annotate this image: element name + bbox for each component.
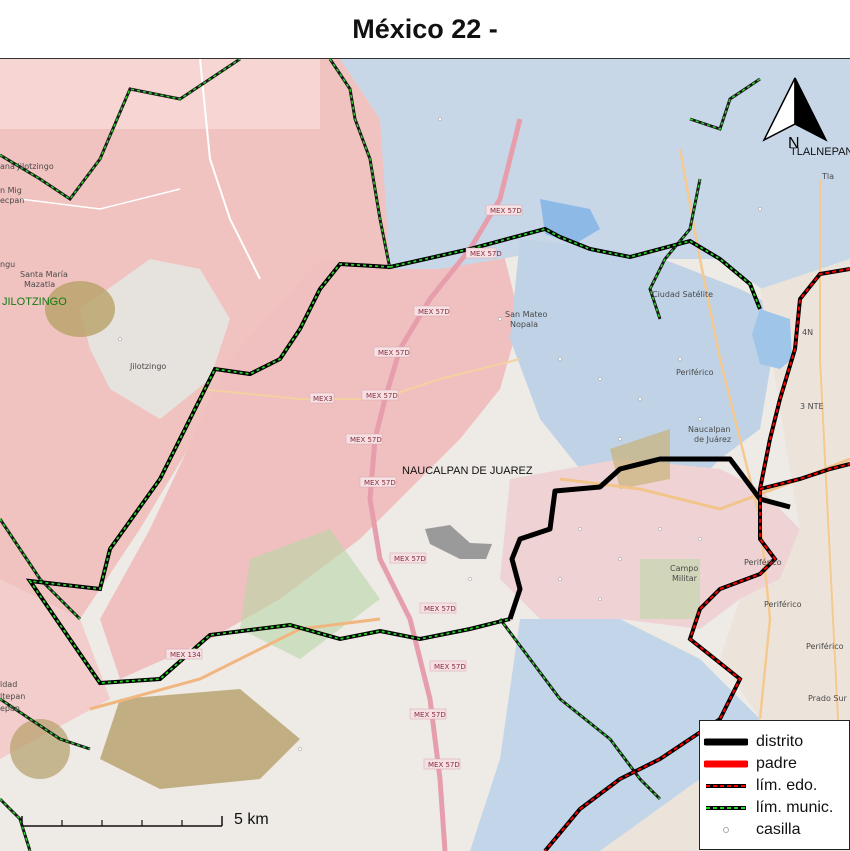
road-label: MEX 57D [366, 392, 398, 400]
pink-region-central [100, 239, 520, 679]
place-label: Periférico [806, 641, 844, 651]
place-label: Periférico [744, 557, 782, 567]
cdmx-region [600, 259, 850, 851]
casilla-markers [118, 117, 762, 751]
municipality-label-jilotzingo: JILOTZINGO [2, 296, 67, 308]
legend-swatch-padre [704, 760, 748, 768]
road-northwest [199, 59, 261, 280]
place-label: ecpan [0, 196, 24, 205]
road-label: MEX 57D [414, 711, 446, 719]
legend-label: padre [756, 755, 797, 772]
map-canvas[interactable]: ana Jilotzingo n Mig ecpan ngu Santa Mar… [0, 58, 850, 851]
scale-bar: 5 km [20, 808, 310, 838]
place-label: Mazatla [24, 280, 55, 289]
place-label: de Juárez [694, 435, 731, 444]
place-label: 4N [802, 328, 813, 337]
map-title: México 22 - [352, 13, 498, 44]
place-label: Periférico [764, 599, 802, 609]
road-label: MEX 57D [378, 349, 410, 357]
campo-militar-park [640, 559, 700, 619]
pink-region-southwest [0, 579, 110, 759]
state-boundary-branch-dash [759, 463, 850, 490]
forest-area-south [100, 689, 300, 789]
north-label: N [788, 135, 800, 152]
lake [752, 309, 792, 369]
legend-label: lím. munic. [756, 799, 834, 816]
road-label: MEX 57D [434, 663, 466, 671]
legend-item-padre: padre [700, 754, 850, 776]
place-label: Tla [821, 172, 834, 181]
gray-region-jilotzingo [80, 259, 230, 419]
road-mex134 [89, 617, 381, 711]
legend-item-lim-edo: lím. edo. [700, 776, 850, 798]
district-boundary-north-dash [389, 228, 761, 310]
road-label: MEX 57D [490, 207, 522, 215]
place-label: San Mateo [505, 310, 547, 319]
road-label: MEX 57D [350, 436, 382, 444]
forest-area-west [10, 719, 70, 779]
legend-item-casilla: casilla [700, 820, 850, 842]
legend-swatch-distrito [704, 738, 748, 746]
legend-label: lím. edo. [756, 777, 818, 794]
legend-label: casilla [756, 821, 801, 838]
road-label: MEX 57D [394, 555, 426, 563]
municipality-label-tlalnepantla: TLALNEPAN [790, 146, 850, 158]
road-label: MEX 57D [418, 308, 450, 316]
legend-item-lim-munic: lím. munic. [700, 798, 850, 820]
scale-label: 5 km [234, 811, 269, 828]
blue-region-satelite [510, 239, 780, 479]
place-label: Periférico [676, 367, 714, 377]
district-boundary-west-dash [28, 263, 511, 684]
place-label: Prado Sur [808, 694, 848, 703]
place-label: ana Jilotzingo [0, 162, 54, 171]
place-label: Jilotzingo [129, 362, 166, 371]
place-label: epan [0, 704, 20, 713]
district-boundary-inner [507, 456, 791, 620]
road-label: MEX 57D [428, 761, 460, 769]
state-boundary-dash [544, 268, 850, 851]
road-label: MEX 57D [470, 250, 502, 258]
north-arrow: N [760, 76, 830, 156]
road-label: MEX 134 [170, 651, 201, 659]
place-label: ltepan [0, 692, 25, 701]
legend-swatch-casilla [723, 827, 729, 833]
legend: distrito padre lím. edo. lím. munic. cas… [699, 720, 850, 850]
place-label: 3 NTE [800, 402, 824, 411]
place-label: Nopala [510, 320, 538, 329]
road-label: MEX 57D [424, 605, 456, 613]
place-label: ngu [0, 260, 15, 269]
forest-patch [610, 429, 670, 489]
road-east-2 [819, 179, 841, 760]
legend-swatch-lim-munic [706, 806, 746, 810]
place-label: n Mig [0, 186, 22, 195]
place-label: Ciudad Satélite [652, 289, 713, 299]
legend-swatch-lim-edo [706, 784, 746, 788]
road-west [19, 188, 181, 210]
forest-area [45, 281, 115, 337]
road-label: MEX3 [313, 395, 333, 403]
legend-item-distrito: distrito [700, 732, 850, 754]
gray-patch [425, 525, 492, 559]
place-label: Militar [672, 574, 698, 583]
place-label: Campo [670, 564, 698, 573]
north-arrow-icon: N [762, 77, 828, 152]
place-label: Santa María [20, 270, 68, 279]
legend-label: distrito [756, 733, 804, 750]
road-periferico [678, 148, 772, 720]
road-label: MEX 57D [364, 479, 396, 487]
municipal-boundaries-dash [0, 59, 761, 851]
municipality-label-naucalpan: NAUCALPAN DE JUAREZ [402, 465, 533, 477]
place-label: Naucalpan [688, 425, 731, 434]
scale-bar-graphic [21, 816, 223, 827]
map-svg: ana Jilotzingo n Mig ecpan ngu Santa Mar… [0, 59, 850, 851]
place-label: ldad [0, 680, 17, 689]
road-shields: MEX 57D MEX 57D MEX 57D MEX 57D MEX 57D … [165, 204, 523, 770]
